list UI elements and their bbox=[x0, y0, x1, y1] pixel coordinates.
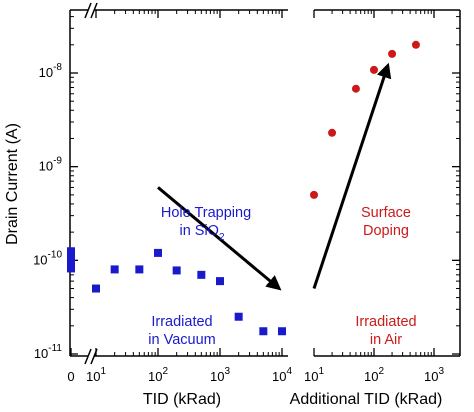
annotation-line: in Vacuum bbox=[148, 332, 215, 348]
y-tick-base: 10 bbox=[34, 346, 48, 361]
y-tick-label: 10-10 bbox=[33, 249, 62, 267]
annotation-text: Irradiated in Vacuum bbox=[148, 314, 215, 348]
x-tick-base: 10 bbox=[148, 369, 162, 384]
vacuum-data-point bbox=[92, 284, 100, 293]
annotation-text: Irradiated in Air bbox=[355, 314, 416, 348]
vacuum-data-point bbox=[197, 270, 206, 279]
vacuum-data-point bbox=[172, 266, 181, 275]
vacuum-data-point bbox=[216, 277, 224, 286]
y-tick-label: 10-11 bbox=[34, 343, 63, 361]
axis-break-mark bbox=[84, 2, 92, 19]
y-tick-exponent: -10 bbox=[48, 249, 63, 260]
vacuum-zero-dose-point bbox=[67, 258, 75, 267]
x-tick-label: 104 bbox=[272, 366, 292, 384]
air-trend-arrow bbox=[312, 62, 392, 290]
x-axis-label-left: TID (kRad) bbox=[143, 391, 221, 408]
x-tick-base: 10 bbox=[304, 369, 318, 384]
x-tick-exponent: 2 bbox=[378, 366, 384, 377]
annotation-text: Hole Trapping in SiO2 bbox=[161, 205, 251, 243]
vacuum-data-point bbox=[234, 312, 243, 321]
y-tick-base: 10 bbox=[33, 252, 47, 267]
air-data-point bbox=[351, 84, 360, 93]
trend-arrows bbox=[157, 62, 392, 291]
annotation-line: Irradiated bbox=[355, 314, 416, 330]
y-tick-base: 10 bbox=[39, 159, 53, 174]
x-tick-exponent: 3 bbox=[438, 366, 444, 377]
y-axis-label: Drain Current (A) bbox=[4, 123, 21, 245]
x-tick-label: 102 bbox=[148, 366, 168, 384]
x-tick-exponent: 2 bbox=[162, 366, 168, 377]
y-tick-label: 10-9 bbox=[39, 156, 63, 174]
y-tick-base: 10 bbox=[39, 65, 53, 80]
data-points bbox=[67, 40, 420, 336]
vacuum-data-point bbox=[135, 265, 144, 274]
annotation-line: Surface bbox=[361, 205, 411, 221]
annotation-line: in Air bbox=[370, 332, 402, 348]
annotation-line: Irradiated bbox=[151, 314, 212, 330]
x-tick-label: 102 bbox=[364, 366, 384, 384]
vacuum-zero-dose-point bbox=[67, 247, 75, 256]
x-tick-base: 10 bbox=[272, 369, 286, 384]
vacuum-data-point bbox=[110, 265, 119, 274]
axes-frames bbox=[69, 2, 461, 365]
axis-break-mark bbox=[90, 2, 98, 19]
x-tick-exponent: 1 bbox=[318, 366, 324, 377]
x-zero-label: 0 bbox=[67, 369, 74, 384]
annotation-line: Hole Trapping bbox=[161, 205, 251, 221]
air-data-point bbox=[411, 40, 420, 49]
vacuum-data-point bbox=[278, 327, 286, 336]
vacuum-trend-arrow bbox=[157, 186, 282, 291]
x-tick-base: 10 bbox=[86, 369, 100, 384]
x-tick-label: 101 bbox=[304, 366, 324, 384]
y-tick-label: 10-8 bbox=[39, 62, 63, 80]
annotation-text: Surface Doping bbox=[361, 205, 411, 239]
x-tick-exponent: 1 bbox=[100, 366, 106, 377]
x-axis-label-right: Additional TID (kRad) bbox=[290, 391, 443, 408]
y-tick-exponent: -9 bbox=[53, 156, 62, 167]
x-tick-label: 103 bbox=[210, 366, 230, 384]
annotation-subscript: 2 bbox=[219, 232, 225, 243]
air-data-point bbox=[388, 49, 397, 58]
x-tick-exponent: 3 bbox=[224, 366, 230, 377]
vacuum-zero-dose-point bbox=[67, 264, 75, 273]
x-tick-base: 10 bbox=[364, 369, 378, 384]
tick-marks bbox=[70, 10, 460, 356]
x-tick-label: 101 bbox=[86, 366, 106, 384]
x-tick-base: 10 bbox=[424, 369, 438, 384]
x-tick-base: 10 bbox=[210, 369, 224, 384]
y-tick-exponent: -11 bbox=[48, 343, 62, 354]
annotations: Hole Trapping in SiO2 Irradiated in Vacuum S… bbox=[148, 205, 416, 348]
air-data-point bbox=[328, 128, 337, 137]
vacuum-data-point bbox=[154, 248, 162, 257]
air-data-point bbox=[370, 65, 378, 74]
vacuum-zero-dose-point bbox=[67, 252, 75, 261]
vacuum-data-point bbox=[259, 327, 268, 336]
air-data-point bbox=[310, 190, 318, 199]
annotation-line: in SiO bbox=[179, 223, 219, 239]
axis-break-mark bbox=[84, 348, 92, 365]
y-tick-exponent: -8 bbox=[53, 62, 62, 73]
x-tick-label: 103 bbox=[424, 366, 444, 384]
annotation-line: Doping bbox=[363, 223, 409, 239]
x-tick-exponent: 4 bbox=[286, 366, 292, 377]
